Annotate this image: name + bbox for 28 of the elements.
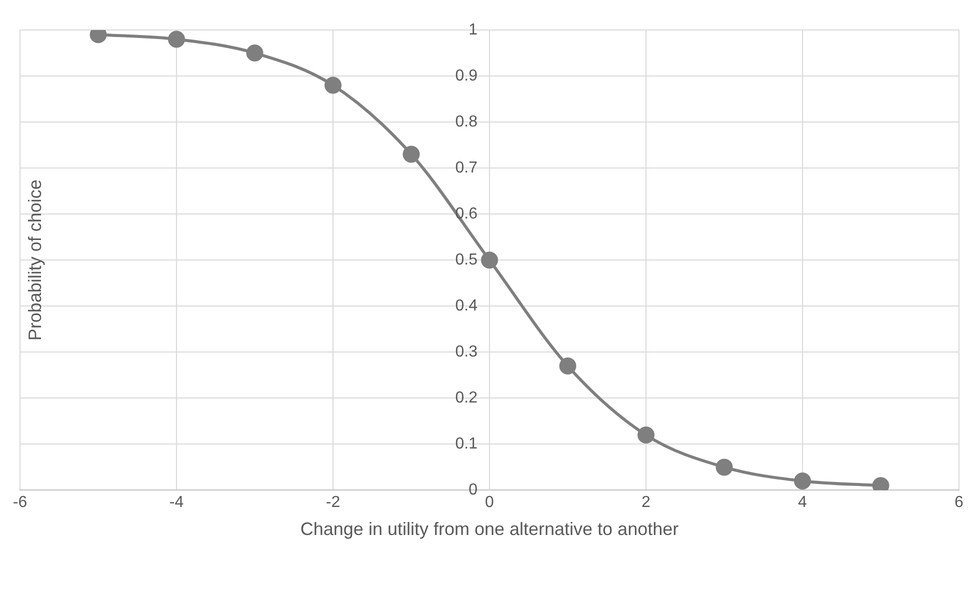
y-tick-label: 0.4 — [455, 298, 478, 315]
y-tick-label: 0.8 — [455, 113, 478, 130]
point — [168, 30, 185, 48]
point — [324, 76, 342, 94]
x-tick-label: 4 — [798, 494, 808, 512]
y-tick-label: 0.9 — [455, 67, 478, 84]
point — [638, 426, 654, 444]
x-tick-label: 0 — [485, 494, 494, 512]
y-tick-label: 0.7 — [455, 159, 478, 176]
point — [402, 146, 420, 163]
point — [246, 44, 264, 62]
x-axis-title: Change in utility from one alternative to another — [300, 519, 679, 540]
y-tick-label: 0.2 — [455, 390, 478, 407]
point — [794, 472, 811, 490]
point — [559, 357, 576, 374]
point — [716, 458, 733, 476]
x-tick-label: -4 — [169, 494, 184, 512]
x-tick-label: 6 — [954, 494, 964, 512]
y-tick-label: 0.3 — [455, 344, 478, 361]
y-tick-label: 0 — [468, 482, 478, 499]
point — [481, 252, 498, 269]
x-tick-label: -6 — [12, 494, 28, 512]
y-tick-label: 0.1 — [455, 436, 478, 453]
y-tick-label: 1 — [468, 21, 478, 38]
x-tick-label: -2 — [326, 494, 340, 512]
y-axis-title: Probability of choice — [24, 180, 45, 341]
y-tick-label: 0.5 — [455, 252, 478, 269]
x-tick-label: 2 — [642, 494, 651, 512]
